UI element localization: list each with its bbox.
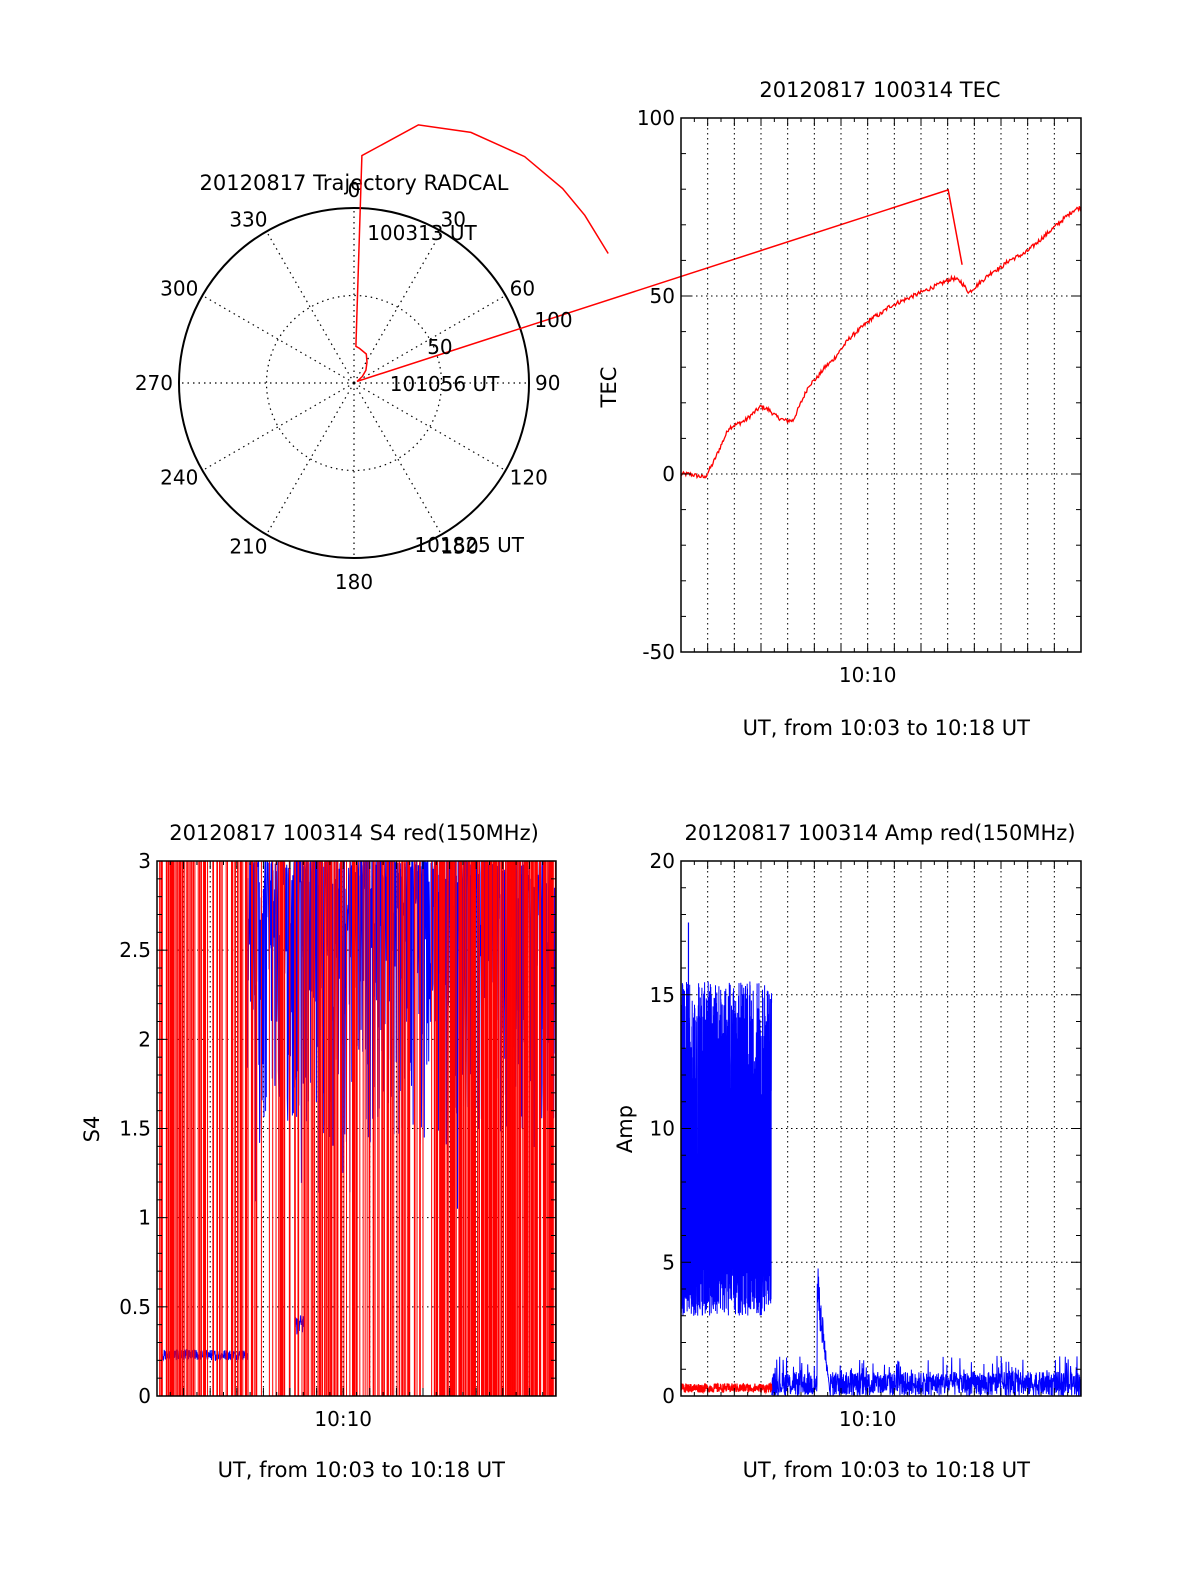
tec-plot-frame [680, 117, 1082, 653]
amp-chart-title: 20120817 100314 Amp red(150MHz) [684, 821, 1075, 845]
tec-chart: 20120817 100314 TEC UT, from 10:03 to 10… [597, 78, 1082, 740]
amp-data [681, 922, 1081, 1396]
tec-y-ticks: -50 0 50 100 [637, 106, 1081, 664]
amp-chart: 20120817 100314 Amp red(150MHz) UT, from… [613, 821, 1082, 1482]
polar-spoke-120 [353, 382, 506, 472]
tec-x-tick-label: 10:10 [839, 663, 897, 687]
polar-grid [178, 207, 530, 559]
polar-angle-label: 30 [441, 207, 466, 231]
s4-chart-title: 20120817 100314 S4 red(150MHz) [169, 821, 539, 845]
polar-angle-label: 240 [160, 466, 198, 490]
polar-outer-circle [178, 207, 530, 559]
amp-y-tick-label: 5 [662, 1250, 675, 1274]
tec-y-axis-label: TEC [597, 367, 621, 409]
tec-grid [681, 118, 1081, 652]
polar-angle-label: 0 [348, 178, 361, 202]
polar-trajectory-chart: 20120817 Trajectory RADCAL 0 30 60 90 120 150… [135, 124, 963, 594]
polar-trajectory-series [355, 124, 963, 383]
s4-y-tick-label: 1 [138, 1206, 151, 1230]
amp-red-series [681, 1381, 773, 1395]
tec-y-tick-label: 100 [637, 106, 675, 130]
polar-radial-label: 100 [534, 308, 572, 332]
s4-y-axis-label: S4 [80, 1116, 104, 1143]
tec-y-tick-label: 50 [650, 284, 675, 308]
s4-y-tick-label: 1.5 [119, 1117, 151, 1141]
polar-spoke-150 [353, 382, 443, 535]
polar-annotations: 100313 UT 101056 UT 101825 UT [367, 221, 525, 557]
s4-data [157, 861, 556, 1396]
tec-series-line [680, 206, 1082, 480]
amp-x-tick-label: 10:10 [839, 1407, 897, 1431]
polar-angle-label: 270 [135, 371, 173, 395]
s4-chart: 20120817 100314 S4 red(150MHz) UT, from … [80, 821, 557, 1482]
amp-y-tick-label: 0 [662, 1384, 675, 1408]
trajectory-annotation: 101825 UT [414, 533, 524, 557]
polar-angle-label: 90 [535, 371, 560, 395]
polar-radial-label: 50 [427, 335, 452, 359]
s4-y-tick-label: 3 [138, 849, 151, 873]
polar-angle-label: 60 [510, 277, 535, 301]
polar-angle-label: 180 [335, 570, 373, 594]
s4-y-tick-label: 0 [138, 1384, 151, 1408]
polar-angle-label: 150 [441, 535, 479, 559]
polar-ring-50 [265, 294, 443, 472]
polar-spoke-210 [265, 382, 355, 535]
trajectory-annotation: 100313 UT [367, 221, 477, 245]
polar-angle-label: 120 [510, 466, 548, 490]
amp-y-tick-label: 15 [650, 983, 675, 1007]
amp-y-ticks: 0 5 10 15 20 [650, 849, 1081, 1408]
amp-blue-high-series [681, 981, 773, 1316]
tec-y-tick-label: -50 [642, 640, 675, 664]
tec-x-ticks: 10:10 [680, 118, 1082, 687]
polar-spoke-330 [265, 231, 355, 384]
s4-y-ticks: 0 0.5 1 1.5 2 2.5 3 [119, 849, 556, 1408]
amp-x-ticks: 10:10 [680, 861, 1082, 1431]
s4-y-tick-label: 0.5 [119, 1295, 151, 1319]
s4-y-tick-label: 2 [138, 1027, 151, 1051]
s4-y-tick-label: 2.5 [119, 938, 151, 962]
trajectory-annotation: 101056 UT [390, 372, 500, 396]
s4-x-ticks: 10:10 [156, 861, 557, 1431]
amp-y-axis-label: Amp [613, 1105, 637, 1153]
amp-blue-low-series [771, 1268, 1081, 1396]
tec-x-axis-label: UT, from 10:03 to 10:18 UT [743, 716, 1031, 740]
polar-angle-label: 300 [160, 277, 198, 301]
s4-x-tick-label: 10:10 [314, 1407, 372, 1431]
polar-chart-title: 20120817 Trajectory RADCAL [200, 171, 509, 195]
tec-y-tick-label: 0 [662, 462, 675, 486]
s4-x-axis-label: UT, from 10:03 to 10:18 UT [218, 1458, 506, 1482]
s4-red-series [157, 861, 556, 1396]
trajectory-line [355, 124, 963, 383]
polar-radial-labels: 50 100 [427, 308, 572, 359]
polar-angle-label: 330 [229, 207, 267, 231]
amp-y-tick-label: 10 [650, 1117, 675, 1141]
amp-y-tick-label: 20 [650, 849, 675, 873]
amp-x-axis-label: UT, from 10:03 to 10:18 UT [743, 1458, 1031, 1482]
polar-angle-labels: 0 30 60 90 120 150 180 210 240 270 300 330 [135, 178, 561, 594]
polar-angle-label: 210 [229, 535, 267, 559]
polar-spoke-240 [202, 382, 355, 472]
tec-chart-title: 20120817 100314 TEC [759, 78, 1000, 102]
